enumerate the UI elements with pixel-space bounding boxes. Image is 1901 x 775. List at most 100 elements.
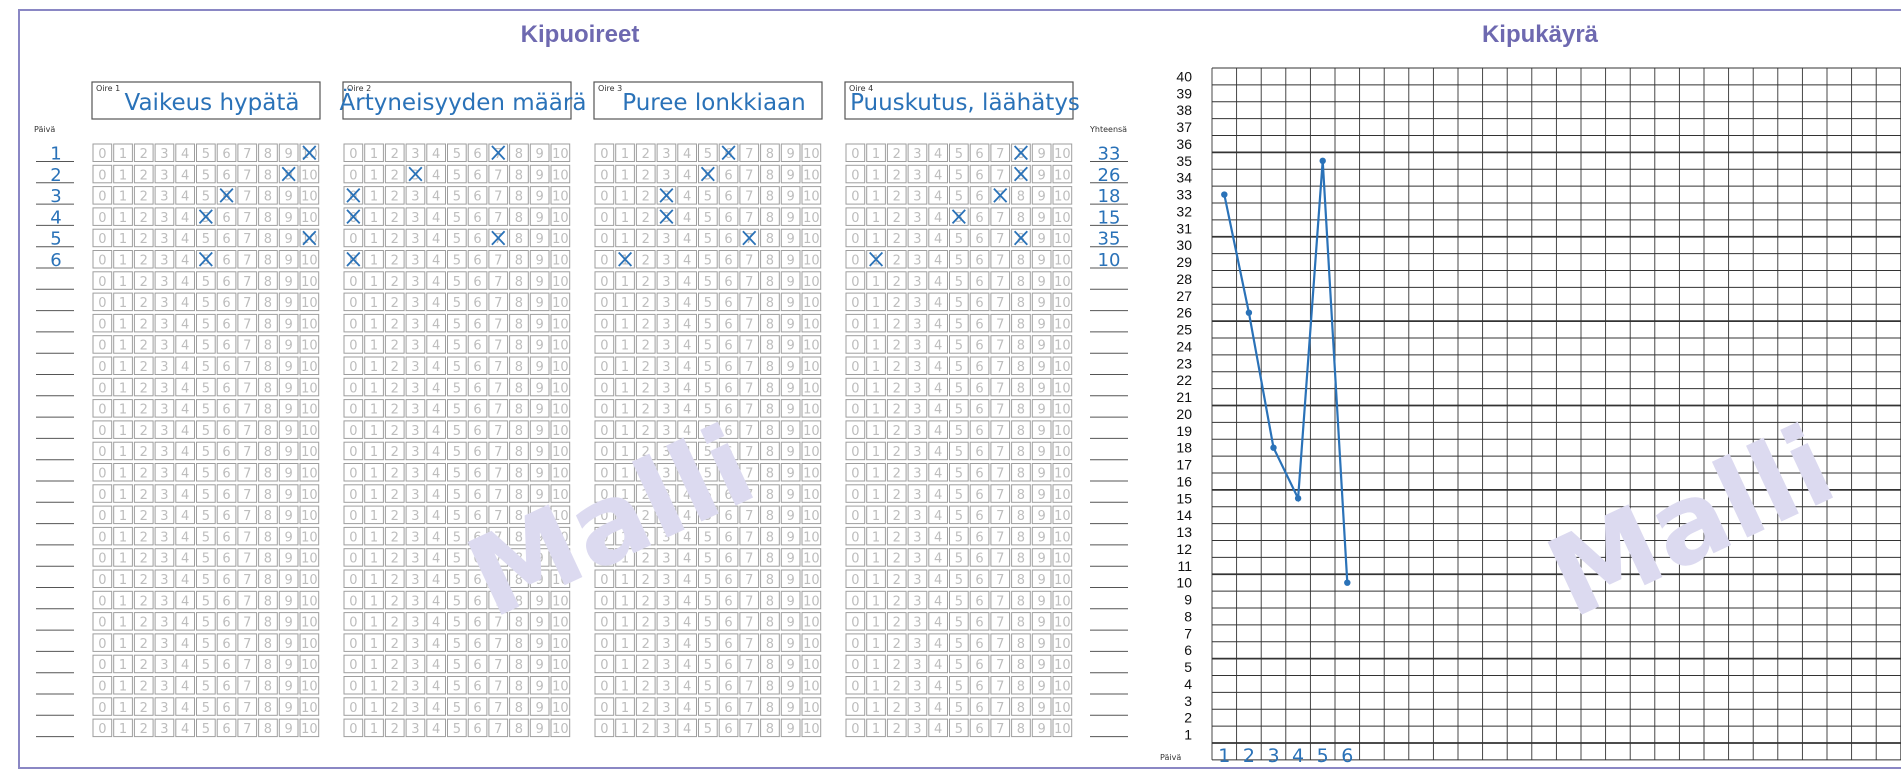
scale-cell-number: 3 [160, 190, 168, 205]
scale-cell-number: 3 [662, 360, 670, 375]
scale-cell-number: 1 [119, 445, 127, 460]
scale-cell-number: 7 [494, 488, 502, 503]
scale-cell-number: 1 [872, 680, 880, 695]
scale-cell-number: 0 [600, 190, 608, 205]
scale-cell-number: 0 [851, 403, 859, 418]
scale-cell-number: 2 [140, 211, 148, 226]
scale-cell-number: 2 [893, 616, 901, 631]
scale-cell-number: 2 [893, 296, 901, 311]
scale-cell-number: 5 [955, 296, 963, 311]
scale-cell-number: 2 [140, 403, 148, 418]
scale-cell [216, 548, 237, 567]
scale-cell-number: 8 [264, 147, 272, 162]
scale-cell [133, 207, 154, 226]
scale-cell [92, 271, 113, 290]
scale-cell-number: 6 [724, 275, 732, 290]
scale-cell-number: 1 [872, 232, 880, 247]
scale-cell-number: 4 [432, 403, 440, 418]
scale-cell-number: 9 [285, 360, 293, 375]
scale-cell-number: 0 [851, 190, 859, 205]
scale-cell-number: 0 [851, 488, 859, 503]
scale-cell [113, 590, 133, 610]
scale-cell-number: 7 [243, 722, 251, 737]
scale-cell [133, 697, 154, 716]
scale-cell-number: 8 [264, 488, 272, 503]
scale-cell-number: 7 [996, 573, 1004, 588]
scale-cell [92, 441, 113, 461]
scale-cell-number: 9 [536, 680, 544, 695]
scale-cell-number: 0 [851, 254, 859, 269]
scale-cell-number: 8 [515, 381, 523, 396]
scale-cell-number: 9 [285, 488, 293, 503]
scale-cell [133, 313, 154, 333]
scale-cell-number: 7 [996, 296, 1004, 311]
scale-cell-number: 5 [704, 190, 712, 205]
scale-cell-number: 4 [432, 488, 440, 503]
scale-cell-number: 8 [264, 680, 272, 695]
scale-cell-number: 0 [851, 147, 859, 162]
scale-cell [509, 250, 529, 269]
scale-cell-number: 3 [662, 637, 670, 652]
scale-cell-number: 9 [285, 339, 293, 354]
scale-cell-number: 5 [453, 594, 461, 609]
scale-cell-number: 4 [181, 722, 189, 737]
scale-cell-number: 0 [98, 637, 106, 652]
scale-cell [364, 228, 384, 248]
scale-cell [175, 335, 196, 354]
scale-cell-number: 0 [349, 296, 357, 311]
scale-cell-number: 2 [642, 637, 650, 652]
scale-cell-number: 9 [536, 232, 544, 247]
scale-cell-number: 3 [411, 616, 419, 631]
scale-cell [550, 186, 571, 205]
scale-cell [237, 228, 258, 248]
day-total: 10 [1098, 250, 1121, 271]
y-tick-label: 39 [1176, 85, 1192, 101]
scale-cell [133, 250, 154, 269]
scale-cell-number: 4 [432, 317, 440, 332]
scale-cell-number: 8 [766, 594, 774, 609]
scale-cell [154, 697, 175, 716]
scale-cell-number: 10 [301, 637, 318, 652]
scale-cell-number: 3 [913, 616, 921, 631]
scale-cell-number: 2 [391, 211, 399, 226]
scale-cell-number: 6 [975, 296, 983, 311]
scale-cell-number: 9 [1038, 594, 1046, 609]
scale-cell-number: 0 [851, 317, 859, 332]
scale-cell-number: 10 [803, 552, 820, 567]
scale-cell-number: 5 [704, 275, 712, 290]
scale-cell-number: 3 [913, 424, 921, 439]
scale-cell-number: 10 [1054, 488, 1071, 503]
scale-cell-number: 10 [803, 488, 820, 503]
scale-cell-number: 8 [515, 275, 523, 290]
scale-cell-number: 4 [683, 573, 691, 588]
scale-cell-number: 2 [893, 594, 901, 609]
scale-cell [237, 250, 258, 269]
y-tick-label: 24 [1176, 338, 1192, 354]
scale-cell-number: 9 [787, 317, 795, 332]
scale-cell-number: 7 [996, 594, 1004, 609]
scale-cell-number: 7 [996, 275, 1004, 290]
scale-cell [92, 292, 113, 312]
scale-cell [154, 186, 175, 205]
scale-cell-number: 0 [600, 680, 608, 695]
scale-cell-number: 9 [1038, 530, 1046, 545]
scale-cell-number: 1 [119, 552, 127, 567]
scale-cell-number: 0 [98, 147, 106, 162]
scale-cell-number: 0 [851, 658, 859, 673]
scale-cell-number: 2 [642, 168, 650, 183]
scale-cell-number: 8 [766, 637, 774, 652]
scale-cell [278, 633, 299, 652]
scale-cell [258, 548, 278, 567]
scale-cell-number: 4 [181, 254, 189, 269]
scale-cell-number: 4 [181, 573, 189, 588]
scale-cell-number: 4 [934, 317, 942, 332]
scale-cell [237, 377, 258, 397]
scale-cell-number: 8 [1017, 296, 1025, 311]
scale-cell-number: 9 [285, 275, 293, 290]
scale-cell [133, 292, 154, 312]
scale-cell [175, 463, 196, 482]
day-total: 15 [1098, 207, 1121, 228]
scale-cell-number: 3 [411, 317, 419, 332]
scale-cell [258, 612, 278, 631]
